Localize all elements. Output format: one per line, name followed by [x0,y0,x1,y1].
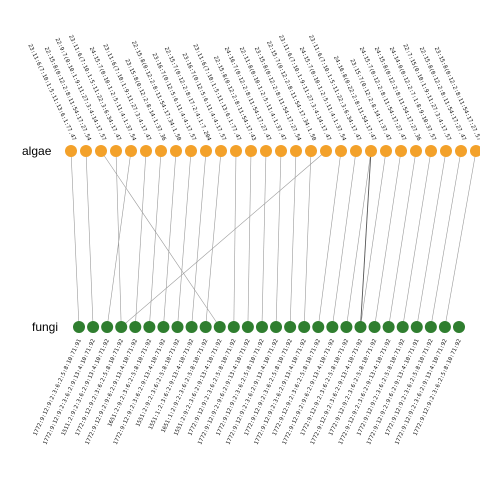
fungi-label-layer: 1772:9:12:9:2:3:6:2:5:8:10:71:911772:9:1… [33,338,463,446]
link-line [374,150,402,328]
fungi-node [354,321,367,333]
link-line [303,150,312,328]
fungi-node [115,321,128,333]
fungi-node [213,321,226,333]
algae-node [80,145,92,157]
link-line [177,150,192,328]
link-line [275,150,282,328]
fungi-node [143,321,156,333]
link-layer [70,150,477,328]
link-line [261,150,267,328]
algae-row-label: algae [22,144,52,158]
algae-node [140,145,152,157]
link-line [233,150,237,328]
fungi-node-layer [73,321,465,333]
fungi-node [368,321,381,333]
algae-node-layer [65,145,480,157]
link-line [100,150,220,328]
link-line [115,150,122,328]
link-line [289,150,297,328]
algae-node [365,145,377,157]
algae-node [155,145,167,157]
fungi-node [199,321,212,333]
algae-node [200,145,212,157]
fungi-node [453,321,465,333]
algae-node [260,145,272,157]
algae-node [215,145,227,157]
link-line [360,150,372,328]
link-line [332,150,357,328]
fungi-node [382,321,395,333]
fungi-node [255,321,268,333]
fungi-node [73,321,85,333]
fungi-node [101,321,114,333]
link-line [85,150,94,328]
algae-node [470,145,480,157]
algae-node [185,145,197,157]
algae-node [170,145,182,157]
link-line [416,150,447,328]
algae-node [305,145,317,157]
algae-node [455,145,467,157]
algae-node [125,145,137,157]
fungi-node [326,321,339,333]
algae-node [440,145,452,157]
link-line [430,150,462,328]
fungi-node [424,321,437,333]
link-line [106,150,132,328]
algae-node [230,145,242,157]
link-line [121,150,327,328]
algae-node [290,145,302,157]
algae-node [395,145,407,157]
fungi-node [185,321,198,333]
fungi-node [87,321,100,333]
algae-node [410,145,422,157]
algae-node [65,145,77,157]
fungi-node [410,321,423,333]
fungi-node [129,321,142,333]
link-line [360,150,387,328]
algae-node [245,145,257,157]
link-line [163,150,177,328]
link-line [444,150,477,328]
fungi-node [438,321,451,333]
fungi-node [270,321,283,333]
algae-node [425,145,437,157]
algae-node [335,145,347,157]
link-line [134,150,147,328]
algae-node [350,145,362,157]
fungi-node [312,321,325,333]
fungi-node [227,321,240,333]
link-line [247,150,252,328]
link-line [317,150,342,328]
fungi-node [340,321,353,333]
fungi-row-label: fungi [32,320,59,334]
link-line [205,150,222,328]
fungi-node [171,321,184,333]
fungi-node [157,321,170,333]
algae-node [110,145,122,157]
fungi-node [298,321,311,333]
algae-node [95,145,107,157]
fungi-node [396,321,409,333]
fungi-node [284,321,297,333]
link-line [402,150,432,328]
link-line [149,150,162,328]
algae-label-layer: 23:11:6(7:10:1:5:11:13:6:1:77.4722:15:8(… [26,34,480,142]
link-line [191,150,207,328]
algae-node [380,145,392,157]
link-line [70,150,80,328]
link-line [346,150,372,328]
link-line [388,150,417,328]
algae-node [275,145,287,157]
algae-node [320,145,332,157]
fungi-node [241,321,254,333]
